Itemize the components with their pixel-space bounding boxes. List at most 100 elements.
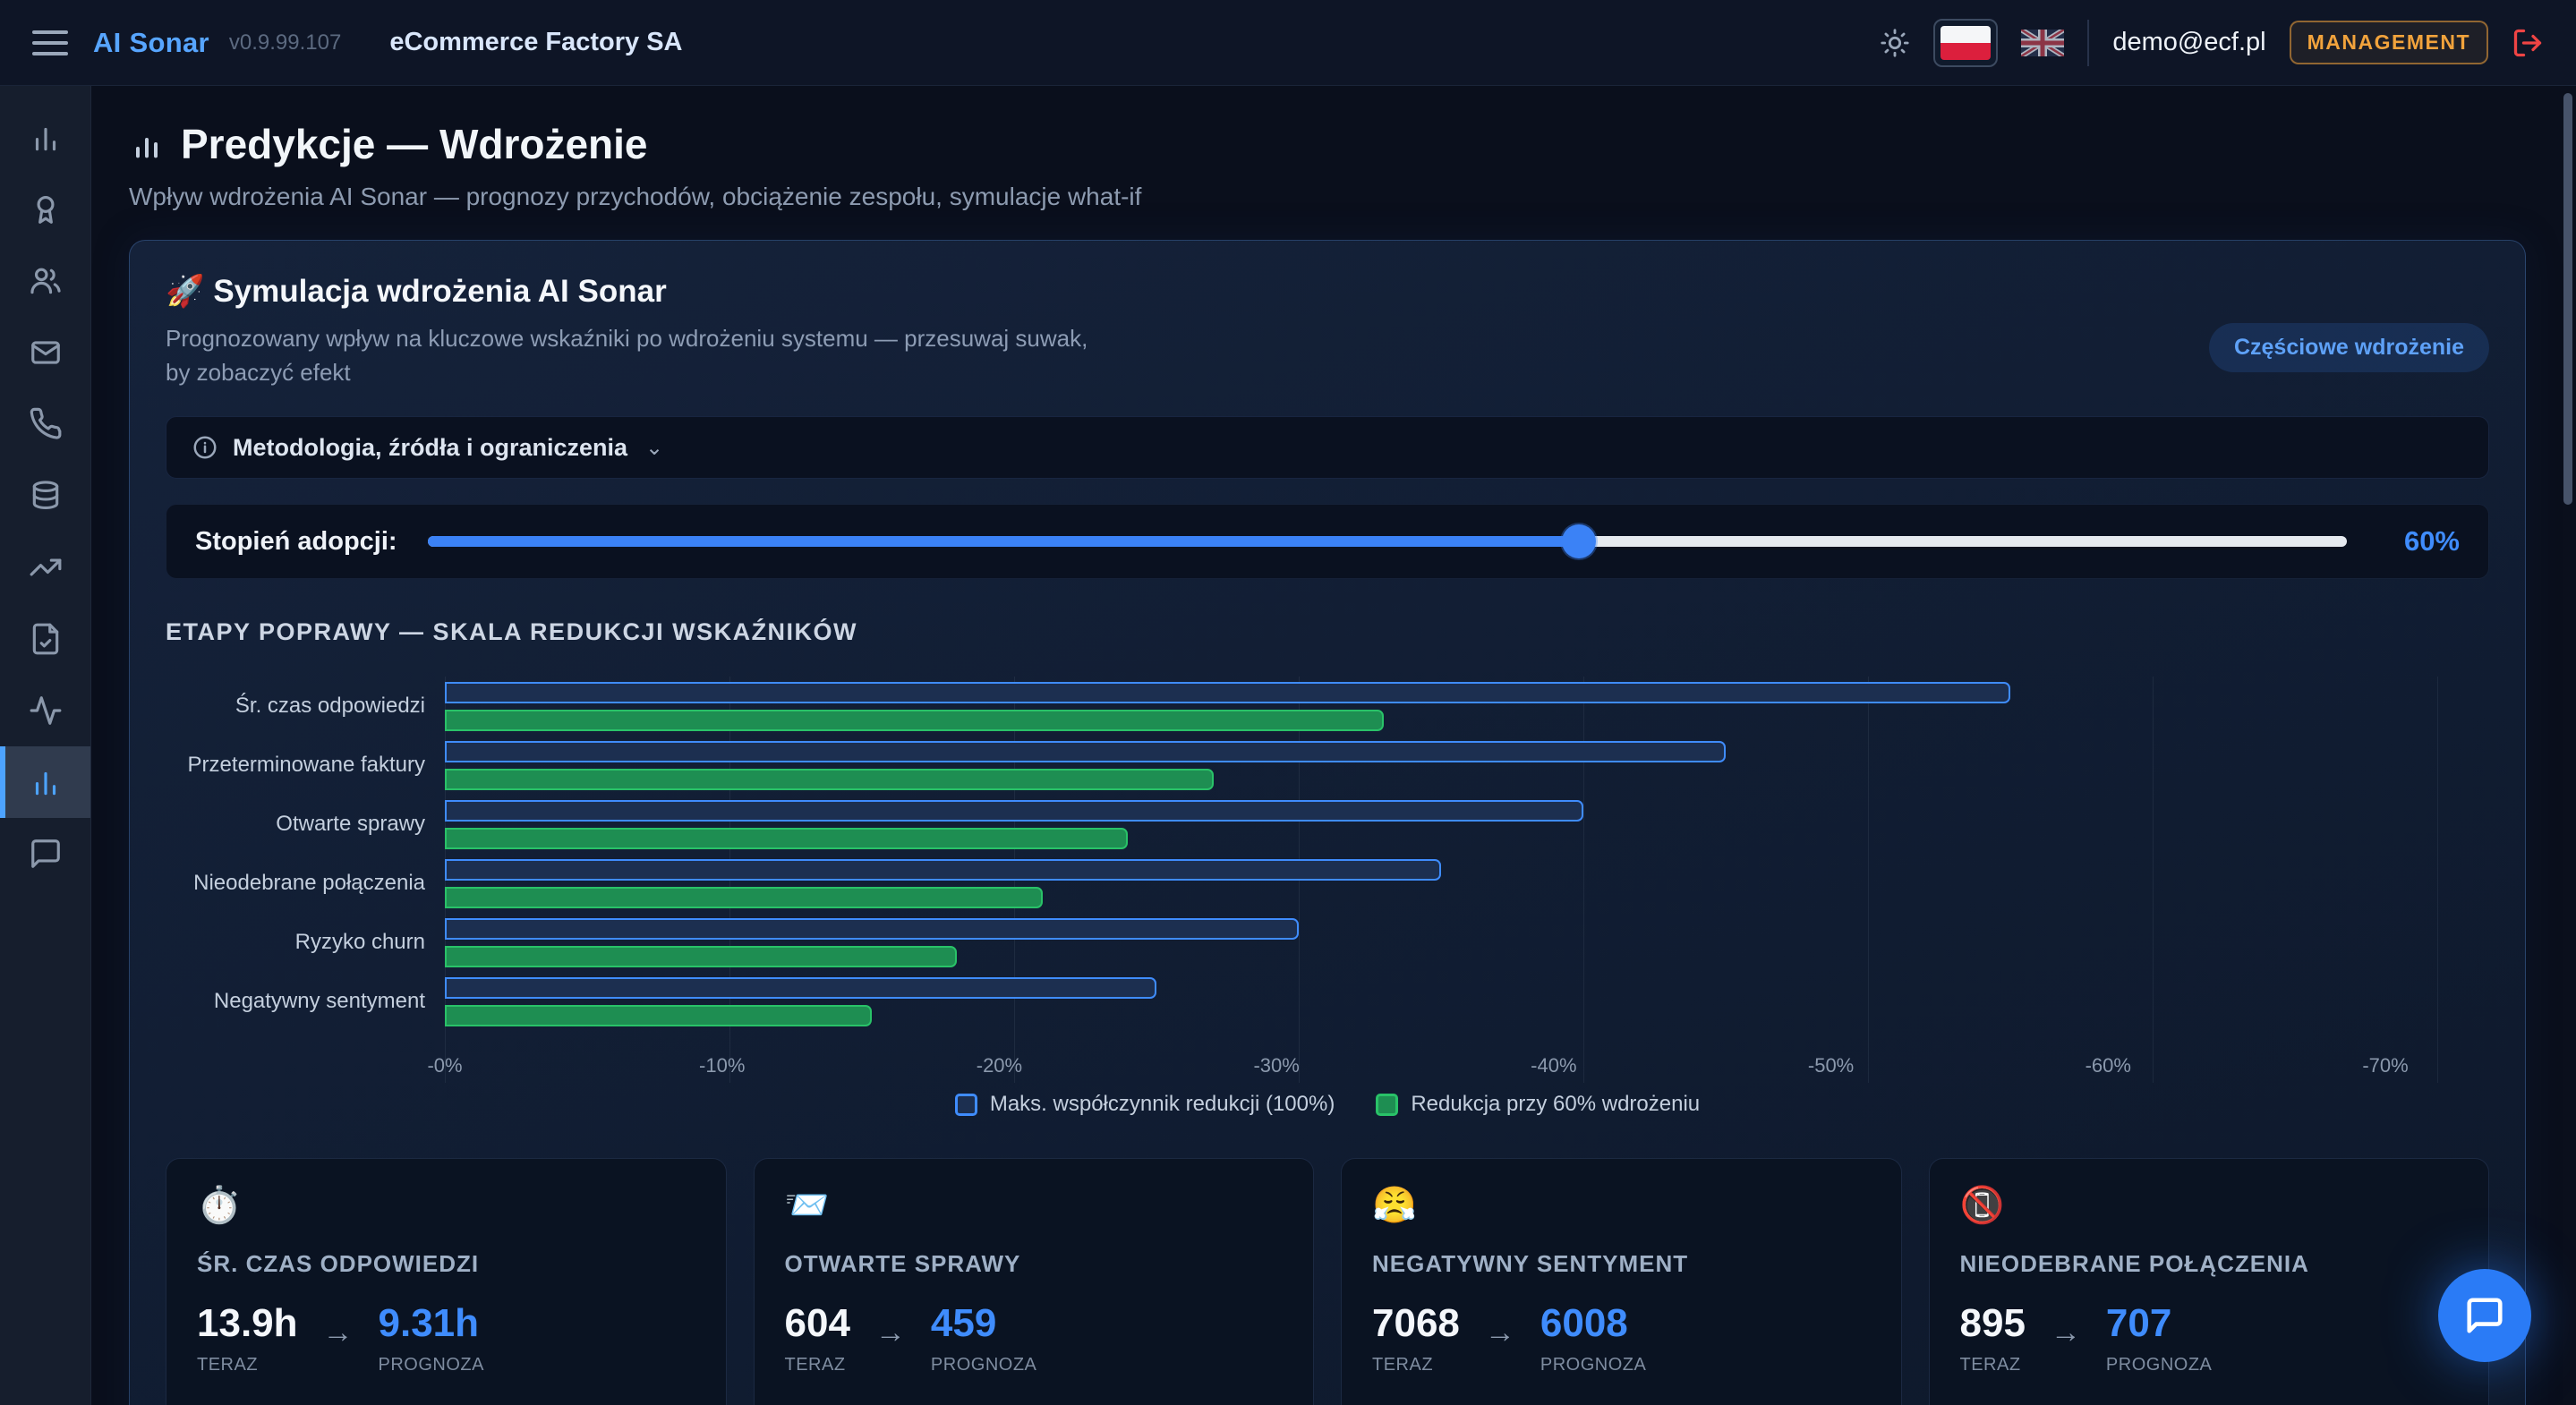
adoption-slider[interactable]	[427, 524, 2347, 559]
methodology-label: Metodologia, źródła i ograniczenia	[233, 433, 628, 461]
kpi-delta: ↓ 24%	[785, 1402, 1284, 1405]
adoption-slider-label: Stopień adopcji:	[195, 526, 397, 556]
chart-category-label: Otwarte sprawy	[276, 812, 425, 837]
sidebar-item-5-database-icon[interactable]	[0, 460, 90, 532]
kpi-emoji: 📨	[784, 1186, 830, 1226]
bar-current-reduction	[445, 945, 958, 967]
kpi-current-label: TERAZ	[1959, 1355, 2021, 1375]
kpi-forecast-label: PROGNOZA	[378, 1355, 484, 1375]
chart-category-labels: Śr. czas odpowiedzi Przeterminowane faktu…	[166, 677, 445, 1083]
chart-title: ETAPY POPRAWY — SKALA REDUKCJI WSKAŹNIKÓ…	[166, 618, 858, 646]
simulation-card: 🚀 Symulacja wdrożenia AI Sonar Prognozow…	[129, 240, 2526, 1405]
chat-fab-button[interactable]	[2438, 1269, 2531, 1362]
kpi-emoji: 📵	[1959, 1186, 2005, 1226]
adoption-slider-value: 60%	[2403, 525, 2460, 558]
bar-max-reduction	[445, 740, 1726, 762]
chart-category-label: Ryzyko churn	[294, 930, 425, 955]
activity-icon	[30, 696, 61, 725]
kpi-current-label: TERAZ	[1372, 1355, 1434, 1375]
main-content: Predykcje — Wdrożenie Wpływ wdrożenia AI…	[91, 86, 2576, 1405]
info-icon	[193, 436, 217, 459]
axis-tick-label: -70%	[2362, 1054, 2409, 1077]
scrollbar-thumb[interactable]	[2563, 93, 2572, 505]
axis-tick-label: -10%	[699, 1054, 746, 1077]
methodology-expander[interactable]: Metodologia, źródła i ograniczenia ⌄	[166, 416, 2489, 480]
slider-fill	[427, 536, 1580, 548]
kpi-card-grid: ⏱️ ŚR. CZAS ODPOWIEDZI 13.9h TERAZ → 9.3…	[166, 1158, 2489, 1405]
sidebar-item-6-trending-up-icon[interactable]	[0, 532, 90, 603]
chart-bar-row	[445, 972, 2437, 1031]
chart-category-label: Negatywny sentyment	[213, 989, 425, 1014]
sidebar-item-8-activity-icon[interactable]	[0, 675, 90, 746]
sidebar-item-1-award-icon[interactable]	[0, 174, 90, 245]
bar-chart-icon	[35, 127, 55, 151]
company-name: eCommerce Factory SA	[389, 28, 683, 56]
kpi-forecast-value: 459	[930, 1301, 997, 1346]
sidebar-item-0-bar-chart-icon[interactable]	[0, 102, 90, 174]
bar-current-reduction	[445, 709, 1385, 731]
kpi-card-1: 📨 OTWARTE SPRAWY 604 TERAZ → 459 PROGNOZ…	[753, 1158, 1314, 1405]
bar-current-reduction	[445, 827, 1129, 849]
chart-plot-area: -0% -10% -20% -30% -40% -50% -60% -70%	[427, 677, 2489, 1084]
sidebar-item-10-message-icon[interactable]	[0, 818, 90, 890]
user-email: demo@ecf.pl	[2112, 28, 2266, 56]
kpi-title: NEGATYWNY SENTYMENT	[1372, 1250, 1689, 1278]
chart-category-label: Przeterminowane faktury	[187, 753, 425, 778]
sidebar-item-4-phone-icon[interactable]	[0, 388, 90, 460]
sidebar-item-9-bar-chart-icon[interactable]	[0, 746, 90, 818]
chart-bar-row	[445, 677, 2437, 736]
kpi-forecast-label: PROGNOZA	[2105, 1355, 2213, 1375]
axis-tick-label: -60%	[2085, 1054, 2131, 1077]
arrow-right-icon: →	[874, 1316, 906, 1350]
chart-bar-row	[445, 736, 2437, 795]
chevron-down-icon: ⌄	[645, 435, 664, 460]
chart-x-axis: -0% -10% -20% -30% -40% -50% -60% -70%	[427, 1042, 2437, 1083]
bar-max-reduction	[445, 917, 1299, 940]
app-brand: AI Sonar	[93, 26, 209, 58]
menu-icon[interactable]	[32, 30, 68, 55]
arrow-right-icon: →	[1484, 1316, 1515, 1350]
axis-tick-label: -20%	[976, 1054, 1023, 1077]
bar-current-reduction	[445, 886, 1043, 908]
bar-current-reduction	[445, 768, 1214, 790]
sidebar	[0, 86, 91, 1405]
top-bar: AI Sonar v0.9.99.107 eCommerce Factory S…	[0, 0, 2576, 86]
kpi-current-label: TERAZ	[784, 1355, 846, 1375]
database-icon	[32, 481, 58, 510]
chart-category-label: Nieodebrane połączenia	[193, 871, 425, 896]
simulation-title: 🚀 Symulacja wdrożenia AI Sonar	[166, 274, 667, 309]
app-version: v0.9.99.107	[228, 30, 342, 55]
users-icon	[30, 268, 61, 294]
kpi-emoji: ⏱️	[197, 1186, 242, 1226]
kpi-title: OTWARTE SPRAWY	[784, 1250, 1021, 1278]
axis-tick-label: -50%	[1807, 1054, 1855, 1077]
kpi-forecast-label: PROGNOZA	[930, 1355, 1037, 1375]
page-title-icon	[136, 138, 158, 158]
sidebar-item-3-mail-icon[interactable]	[0, 317, 90, 388]
kpi-forecast-label: PROGNOZA	[1540, 1355, 1647, 1375]
sidebar-item-2-users-icon[interactable]	[0, 245, 90, 317]
bar-max-reduction	[445, 976, 1156, 999]
header-divider	[2087, 19, 2090, 66]
axis-tick-label: -30%	[1253, 1054, 1300, 1077]
bar-max-reduction	[445, 681, 2010, 703]
kpi-card-0: ⏱️ ŚR. CZAS ODPOWIEDZI 13.9h TERAZ → 9.3…	[166, 1158, 727, 1405]
uk-flag[interactable]	[2021, 29, 2065, 56]
chart-category-label: Śr. czas odpowiedzi	[235, 694, 425, 719]
arrow-right-icon: →	[2050, 1316, 2081, 1350]
chat-icon	[2467, 1298, 2503, 1333]
kpi-card-2: 😤 NEGATYWNY SENTYMENT 7068 TERAZ → 6008 …	[1341, 1158, 1902, 1405]
bar-chart-icon	[35, 771, 55, 796]
chart-bar-row	[445, 913, 2437, 972]
reduction-bar-chart: Śr. czas odpowiedzi Przeterminowane faktu…	[166, 677, 2489, 1084]
sidebar-item-7-file-check-icon[interactable]	[0, 603, 90, 675]
kpi-current-value: 13.9h	[197, 1301, 298, 1346]
adoption-slider-row: Stopień adopcji: 60%	[166, 504, 2489, 580]
sun-icon[interactable]	[1880, 28, 1910, 58]
kpi-current-value: 895	[1959, 1301, 2026, 1346]
kpi-current-value: 604	[784, 1301, 850, 1346]
slider-thumb[interactable]	[1562, 524, 1597, 559]
poland-flag[interactable]	[1933, 18, 1999, 67]
logout-icon[interactable]	[2512, 27, 2544, 59]
kpi-delta: ↓ 21%	[1960, 1402, 2459, 1405]
